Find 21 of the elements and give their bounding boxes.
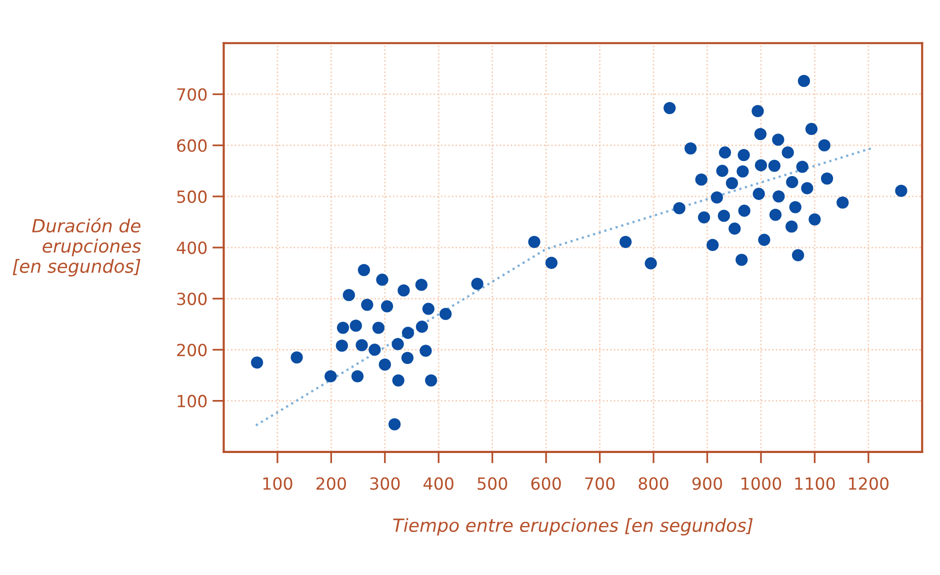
x-tick-label: 800 bbox=[638, 477, 668, 490]
x-tick-label: 200 bbox=[316, 477, 346, 490]
x-tick-label: 300 bbox=[370, 477, 400, 490]
y-tick-label: 600 bbox=[177, 139, 207, 152]
x-tick-label: 600 bbox=[531, 477, 561, 490]
x-tick-label: 900 bbox=[692, 477, 722, 490]
x-axis-title: Tiempo entre erupciones [en segundos] bbox=[393, 518, 753, 536]
y-tick-label: 100 bbox=[178, 394, 207, 408]
x-tick-label: 400 bbox=[424, 477, 454, 490]
x-tick-label: 700 bbox=[585, 477, 615, 490]
y-tick-label: 300 bbox=[177, 292, 207, 306]
y-axis-title: Duración de erupciones [en segundos] bbox=[12, 218, 141, 276]
x-tick-label: 100 bbox=[263, 477, 292, 490]
y-tick-label: 700 bbox=[177, 88, 207, 101]
x-tick-label: 1000 bbox=[742, 477, 782, 490]
x-tick-label: 500 bbox=[478, 477, 508, 490]
x-tick-label: 1100 bbox=[795, 477, 835, 490]
y-tick-label: 500 bbox=[177, 190, 207, 204]
y-tick-label: 200 bbox=[177, 344, 207, 356]
x-tick-label: 1200 bbox=[849, 477, 889, 490]
y-tick-label: 400 bbox=[176, 242, 207, 254]
